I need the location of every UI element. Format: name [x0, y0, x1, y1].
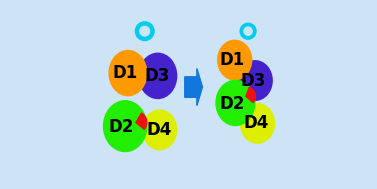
Ellipse shape	[240, 103, 275, 144]
Ellipse shape	[142, 109, 177, 150]
Text: D3: D3	[144, 67, 170, 85]
Ellipse shape	[238, 60, 273, 101]
Ellipse shape	[109, 50, 147, 96]
Text: D4: D4	[146, 121, 172, 139]
Ellipse shape	[244, 27, 252, 35]
Ellipse shape	[103, 100, 147, 152]
Text: D2: D2	[219, 95, 245, 113]
FancyArrow shape	[185, 68, 202, 106]
Ellipse shape	[217, 40, 252, 81]
Text: D2: D2	[109, 118, 134, 136]
Ellipse shape	[140, 26, 150, 36]
Ellipse shape	[240, 23, 256, 39]
Ellipse shape	[138, 53, 177, 99]
Text: D1: D1	[219, 51, 245, 69]
Wedge shape	[136, 113, 147, 129]
Text: D1: D1	[112, 64, 138, 82]
Text: D4: D4	[243, 114, 268, 132]
Ellipse shape	[135, 22, 154, 40]
Ellipse shape	[215, 80, 256, 126]
Text: D3: D3	[241, 71, 267, 90]
Wedge shape	[246, 87, 256, 103]
